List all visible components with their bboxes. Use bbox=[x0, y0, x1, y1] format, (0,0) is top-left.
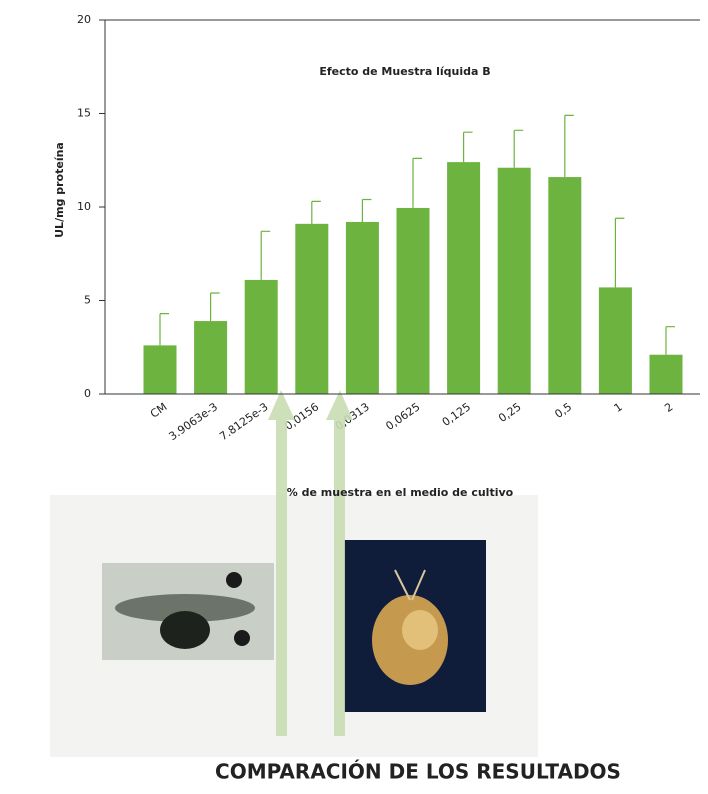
x-tick-label: 1 bbox=[612, 400, 625, 415]
x-tick-label: 0,125 bbox=[440, 400, 473, 429]
y-axis-title: UL/mg proteína bbox=[53, 142, 66, 238]
bar bbox=[144, 345, 177, 394]
error-bar bbox=[211, 293, 220, 321]
x-tick-label: 7.8125e-3 bbox=[217, 400, 271, 443]
error-bar bbox=[312, 201, 321, 223]
bar bbox=[650, 355, 683, 394]
error-bar bbox=[362, 200, 371, 222]
error-bar bbox=[565, 115, 574, 177]
bar bbox=[548, 177, 581, 394]
error-bar bbox=[514, 130, 523, 167]
x-tick-label: CM bbox=[148, 400, 170, 420]
error-bar bbox=[261, 231, 270, 280]
bar bbox=[245, 280, 278, 394]
y-tick-label: 20 bbox=[77, 13, 91, 26]
bar bbox=[194, 321, 227, 394]
y-tick-label: 15 bbox=[77, 107, 91, 120]
bar bbox=[295, 224, 328, 394]
x-tick-label: 0,5 bbox=[552, 400, 574, 421]
error-bar bbox=[413, 158, 422, 208]
bar bbox=[397, 208, 430, 394]
error-bar bbox=[160, 314, 169, 346]
chart-title: Efecto de Muestra líquida B bbox=[319, 65, 490, 78]
y-tick-label: 0 bbox=[84, 387, 91, 400]
error-bar bbox=[666, 327, 675, 355]
bar bbox=[346, 222, 379, 394]
x-tick-label: 0,25 bbox=[496, 400, 524, 425]
x-tick-label: 0,0625 bbox=[383, 400, 422, 433]
y-tick-label: 10 bbox=[77, 200, 91, 213]
bar bbox=[498, 168, 531, 394]
daphnia-photo bbox=[344, 540, 486, 712]
bar bbox=[447, 162, 480, 394]
bar bbox=[599, 287, 632, 394]
error-bar bbox=[464, 132, 473, 162]
x-tick-label: 2 bbox=[662, 400, 675, 415]
x-tick-label: 3.9063e-3 bbox=[167, 400, 221, 443]
page: 05101520CM3.9063e-37.8125e-30,01560,0313… bbox=[0, 0, 708, 794]
error-bar bbox=[615, 218, 624, 287]
y-tick-label: 5 bbox=[84, 294, 91, 307]
larva-photo bbox=[102, 563, 274, 660]
x-axis-title: % de muestra en el medio de cultivo bbox=[287, 486, 514, 499]
caption: COMPARACIÓN DE LOS RESULTADOS bbox=[215, 760, 621, 784]
